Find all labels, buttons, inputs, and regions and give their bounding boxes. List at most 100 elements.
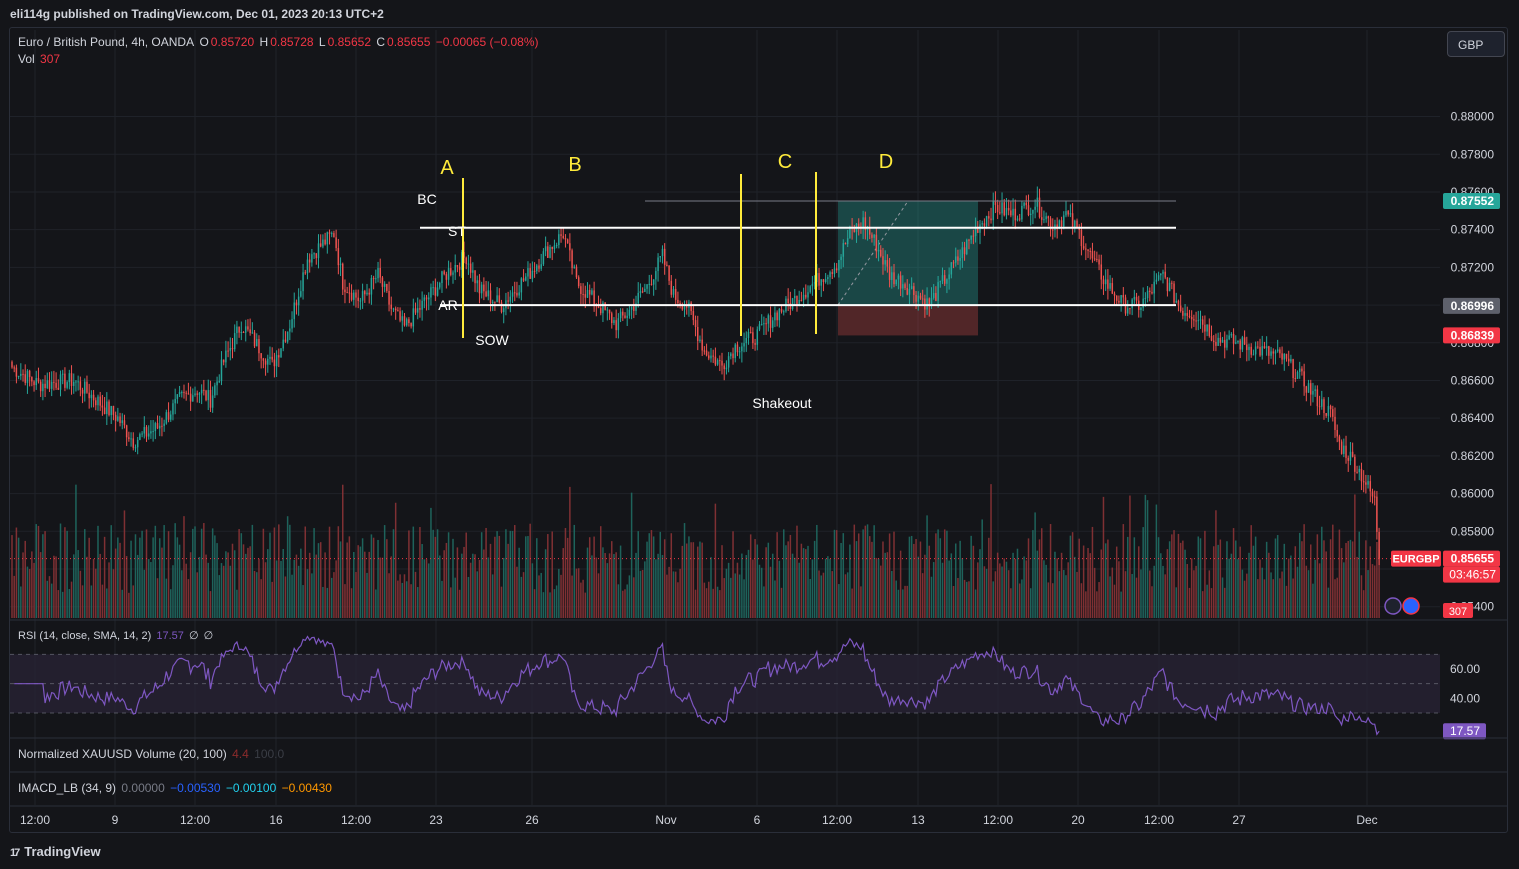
volume-legend[interactable]: Vol 307 [18,52,62,66]
candle-body [1290,359,1292,362]
candle-body [613,320,615,324]
volume-bar [577,568,580,618]
candle-body [974,227,977,237]
candle-body [732,353,734,359]
volume-bar [754,539,756,618]
tradingview-logo[interactable]: 17 TradingView [10,844,101,859]
currency-button[interactable]: GBP [1447,31,1505,57]
candle-body [364,291,366,295]
candle-body [996,204,999,213]
close-value: 0.85655 [387,35,431,49]
volume-bar [196,572,198,618]
candle-body [628,309,631,316]
candle-body [147,433,150,437]
candle-body [794,295,796,299]
volume-bar [150,562,152,618]
candle-body [877,249,880,252]
candle-body [461,252,463,270]
candle-body [813,281,816,284]
position-target-zone [838,201,978,306]
volume-bar [1089,553,1091,618]
candle-body [1303,371,1305,387]
volume-bar [1100,549,1103,618]
rsi-legend[interactable]: RSI (14, close, SMA, 14, 2) 17.57 ∅ ∅ [18,629,215,642]
candle-body [906,287,908,295]
volume-bar [99,553,101,618]
volume-bar [685,543,688,618]
volume-bar [1261,567,1263,618]
volume-bar [1343,562,1345,618]
volume-bar [1098,582,1100,618]
volume-bar [1155,504,1158,618]
volume-bar [736,562,739,618]
volume-bar [791,553,794,618]
candle-body [381,277,384,287]
volume-bar [231,543,234,618]
candle-body [20,373,22,376]
volume-bar [434,536,437,618]
change-value: −0.00065 (−0.08%) [435,35,539,49]
candle-body [414,308,417,313]
volume-bar [289,524,291,618]
volume-bar [763,586,765,618]
candle-body [119,416,121,424]
volume-bar [628,575,631,618]
volume-bar [580,582,582,618]
imacd-legend[interactable]: IMACD_LB (34, 9) 0.00000 −0.00530 −0.001… [18,781,334,795]
alert-icon [1384,597,1402,615]
volume-bar [1115,546,1118,618]
volume-bar [461,553,463,618]
candle-body [525,276,527,281]
candle-body [659,256,662,258]
candle-body [710,355,712,359]
volume-bar [370,534,373,618]
volume-bar [450,587,452,618]
main-legend[interactable]: Euro / British Pound, 4h, OANDA O 0.85720… [18,35,541,49]
candle-body [181,392,183,394]
volume-bar [61,591,64,618]
volume-bar [1078,538,1080,618]
volume-bar [948,560,950,618]
candle-body [822,279,825,283]
candle-body [966,239,968,255]
volume-bar [1054,551,1056,618]
candle-body [754,343,756,345]
time-tick-label: 12:00 [983,813,1013,827]
volume-bar [423,559,426,618]
candle-body [77,381,79,383]
volume-bar [1129,495,1131,618]
candle-body [844,243,847,245]
candle-body [388,290,390,305]
volume-bar [278,524,280,618]
candle-body [639,291,642,293]
volume-bar [211,528,214,618]
volume-bar [657,553,659,618]
candle-body [533,270,536,272]
candle-body [403,316,406,326]
candle-body [674,289,677,300]
time-tick-label: 12:00 [1144,813,1174,827]
normalized-volume-legend[interactable]: Normalized XAUUSD Volume (20, 100) 4.4 1… [18,747,286,761]
candle-body [1309,383,1312,395]
price-tick-label: 0.86600 [1451,373,1495,387]
volume-bar [192,528,194,618]
candle-body [683,306,686,310]
candle-body [330,233,333,235]
volume-bar [233,550,236,618]
imacd-title: IMACD_LB (34, 9) [18,781,117,795]
candle-body [401,316,404,321]
candle-body [1043,219,1045,221]
volume-bar [990,484,992,618]
candle-body [1298,368,1301,373]
volume-bar [1131,573,1133,618]
volume-bar [1204,530,1206,618]
candle-body [194,393,196,396]
volume-bar [1212,546,1215,618]
candle-body [220,359,223,382]
candle-body [425,297,428,300]
candle-body [445,274,448,280]
candle-body [1144,298,1147,300]
volume-bar [1362,590,1365,618]
volume-bar [183,516,185,618]
